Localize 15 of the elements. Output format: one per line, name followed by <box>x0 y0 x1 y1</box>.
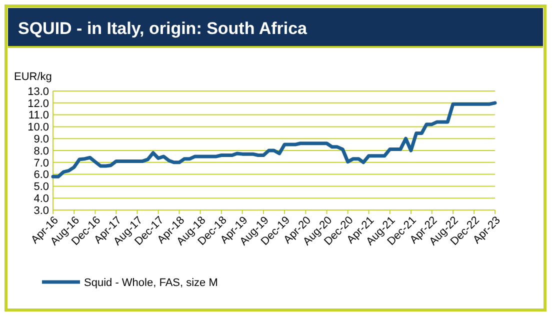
y-axis-title: EUR/kg <box>14 71 52 83</box>
y-tick-label: 10.0 <box>28 122 49 134</box>
y-tick-label: 6.0 <box>34 169 49 182</box>
y-tick-label: 13.0 <box>28 86 49 98</box>
y-tick-label: 3.0 <box>34 204 49 217</box>
y-tick-label: 11.0 <box>28 110 49 122</box>
y-tick-label: 9.0 <box>34 133 49 146</box>
legend-label: Squid - Whole, FAS, size M <box>84 276 218 289</box>
chart-title: SQUID - in Italy, origin: South Africa <box>18 19 308 38</box>
y-tick-label: 4.0 <box>34 192 49 205</box>
y-tick-label: 5.0 <box>34 181 49 194</box>
y-tick-label: 7.0 <box>34 157 49 170</box>
line-series <box>51 101 497 178</box>
y-tick-label: 8.0 <box>34 145 49 158</box>
y-tick-label: 12.0 <box>28 98 49 110</box>
